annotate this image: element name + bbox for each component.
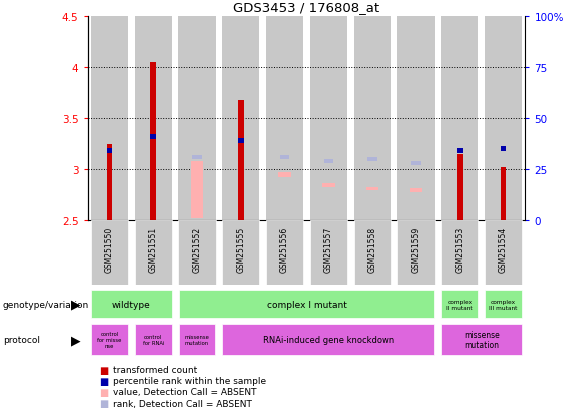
- Text: ▶: ▶: [71, 298, 81, 311]
- Bar: [107, 149, 112, 154]
- Bar: [179, 324, 215, 356]
- Bar: [135, 324, 172, 356]
- Text: GSM251558: GSM251558: [368, 226, 377, 272]
- Bar: [222, 17, 259, 221]
- Bar: [91, 17, 128, 221]
- Bar: [238, 100, 244, 221]
- Title: GDS3453 / 176808_at: GDS3453 / 176808_at: [233, 1, 380, 14]
- Bar: [134, 17, 172, 221]
- Bar: [91, 221, 128, 285]
- Bar: [485, 221, 522, 285]
- Bar: [441, 324, 522, 356]
- Text: missense
mutation: missense mutation: [185, 334, 210, 345]
- Bar: [192, 155, 202, 160]
- Bar: [485, 291, 522, 318]
- Text: complex
II mutant: complex II mutant: [446, 299, 473, 310]
- Bar: [150, 135, 156, 139]
- Bar: [457, 154, 463, 221]
- Bar: [222, 221, 259, 285]
- Text: GSM251559: GSM251559: [411, 226, 420, 272]
- Text: ▶: ▶: [71, 333, 81, 346]
- Bar: [410, 188, 422, 192]
- Bar: [397, 17, 434, 221]
- Text: ■: ■: [99, 398, 108, 408]
- Bar: [485, 17, 522, 221]
- Bar: [366, 187, 379, 190]
- Bar: [179, 221, 216, 285]
- Bar: [501, 147, 506, 152]
- Bar: [501, 168, 506, 221]
- Bar: [91, 291, 172, 318]
- Text: control
for RNAi: control for RNAi: [142, 334, 164, 345]
- Text: GSM251550: GSM251550: [105, 226, 114, 272]
- Text: genotype/variation: genotype/variation: [3, 300, 89, 309]
- Text: ■: ■: [99, 387, 108, 397]
- Text: GSM251557: GSM251557: [324, 226, 333, 272]
- Text: control
for misse
nse: control for misse nse: [97, 331, 121, 348]
- Text: protocol: protocol: [3, 335, 40, 344]
- Text: GSM251554: GSM251554: [499, 226, 508, 272]
- Text: transformed count: transformed count: [113, 365, 197, 374]
- Bar: [266, 17, 303, 221]
- Bar: [310, 17, 347, 221]
- Bar: [411, 161, 421, 166]
- Bar: [223, 324, 434, 356]
- Text: GSM251551: GSM251551: [149, 226, 158, 272]
- Bar: [397, 221, 434, 285]
- Text: missense
mutation: missense mutation: [464, 330, 499, 349]
- Text: value, Detection Call = ABSENT: value, Detection Call = ABSENT: [113, 387, 257, 396]
- Bar: [367, 157, 377, 162]
- Bar: [441, 221, 479, 285]
- Text: GSM251555: GSM251555: [236, 226, 245, 272]
- Bar: [191, 161, 203, 219]
- Text: wildtype: wildtype: [112, 300, 151, 309]
- Text: rank, Detection Call = ABSENT: rank, Detection Call = ABSENT: [113, 399, 252, 408]
- Bar: [441, 291, 478, 318]
- Text: percentile rank within the sample: percentile rank within the sample: [113, 376, 266, 385]
- Bar: [441, 17, 479, 221]
- Text: GSM251553: GSM251553: [455, 226, 464, 272]
- Bar: [107, 144, 112, 221]
- Text: ■: ■: [99, 365, 108, 375]
- Bar: [457, 149, 463, 154]
- Text: RNAi-induced gene knockdown: RNAi-induced gene knockdown: [263, 335, 394, 344]
- Bar: [134, 221, 172, 285]
- Bar: [179, 291, 434, 318]
- Bar: [310, 221, 347, 285]
- Text: GSM251552: GSM251552: [193, 226, 202, 272]
- Bar: [280, 155, 289, 160]
- Bar: [354, 221, 391, 285]
- Bar: [150, 62, 156, 221]
- Bar: [279, 173, 291, 178]
- Bar: [354, 17, 391, 221]
- Text: GSM251556: GSM251556: [280, 226, 289, 272]
- Bar: [266, 221, 303, 285]
- Text: complex
III mutant: complex III mutant: [489, 299, 518, 310]
- Bar: [179, 17, 216, 221]
- Bar: [91, 324, 128, 356]
- Bar: [322, 183, 334, 187]
- Bar: [324, 159, 333, 164]
- Text: complex I mutant: complex I mutant: [267, 300, 346, 309]
- Bar: [238, 139, 244, 143]
- Text: ■: ■: [99, 376, 108, 386]
